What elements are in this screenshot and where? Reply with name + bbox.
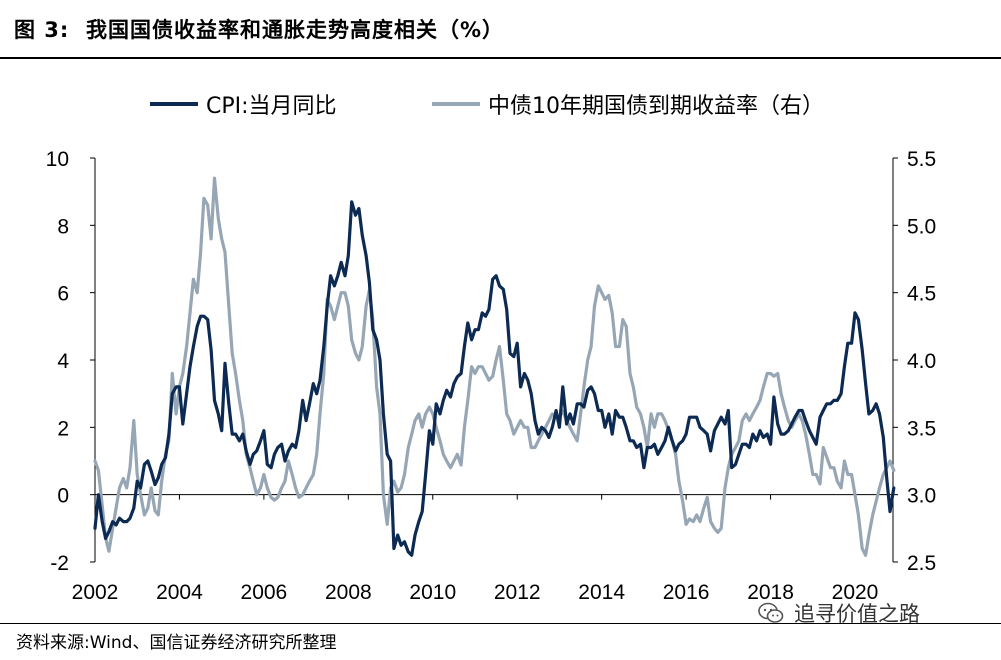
legend-item-cpi: CPI:当月同比 (150, 88, 337, 120)
x-tick-label: 2006 (241, 581, 288, 604)
legend-label-yield: 中债10年期国债到期收益率（右） (488, 94, 824, 119)
legend-label-cpi: CPI:当月同比 (206, 94, 337, 119)
series-line-cpi (93, 200, 896, 557)
title-rule (0, 57, 1001, 59)
x-tick-label: 2010 (409, 581, 456, 604)
right-tick-label: 3.0 (907, 485, 936, 508)
left-tick-label: 0 (57, 485, 69, 508)
source-rule (0, 623, 1001, 624)
watermark-text: 追寻价值之路 (794, 602, 920, 626)
source-note: 资料来源:Wind、国信证券经济研究所整理 (16, 633, 337, 653)
x-tick-label: 2016 (663, 581, 710, 604)
right-tick-label: 3.5 (907, 417, 936, 440)
right-tick-label: 4.5 (907, 283, 936, 306)
right-tick-label: 4.0 (907, 350, 936, 373)
left-tick-label: -2 (50, 552, 69, 575)
figure-label: 图 3: (14, 18, 70, 42)
series-line-bond-yield (93, 176, 896, 557)
figure-title: 图 3: 我国国债收益率和通胀走势高度相关（%） (14, 14, 504, 44)
left-tick-label: 8 (57, 215, 69, 238)
chart-legend: CPI:当月同比 中债10年期国债到期收益率（右） (0, 88, 1001, 120)
right-tick-label: 5.0 (907, 215, 936, 238)
left-tick-label: 4 (57, 350, 69, 373)
x-tick-label: 2004 (156, 581, 203, 604)
watermark: 追寻价值之路 (758, 598, 920, 628)
x-tick-label: 2020 (832, 581, 879, 604)
legend-item-yield: 中债10年期国债到期收益率（右） (432, 88, 824, 120)
x-tick-label: 2002 (72, 581, 119, 604)
right-tick-label: 2.5 (907, 552, 936, 575)
legend-swatch-yield (432, 102, 480, 106)
x-tick-label: 2018 (747, 581, 794, 604)
left-tick-label: 10 (46, 148, 69, 171)
x-tick-label: 2012 (494, 581, 541, 604)
legend-swatch-cpi (150, 102, 198, 106)
x-tick-label: 2014 (578, 581, 625, 604)
right-tick-label: 5.5 (907, 148, 936, 171)
figure-title-text: 我国国债收益率和通胀走势高度相关（%） (85, 18, 504, 42)
left-tick-label: 6 (57, 283, 69, 306)
left-tick-label: 2 (57, 417, 69, 440)
figure-header: 图 3: 我国国债收益率和通胀走势高度相关（%） (0, 0, 1001, 59)
x-tick-label: 2008 (325, 581, 372, 604)
wechat-icon (758, 602, 784, 623)
